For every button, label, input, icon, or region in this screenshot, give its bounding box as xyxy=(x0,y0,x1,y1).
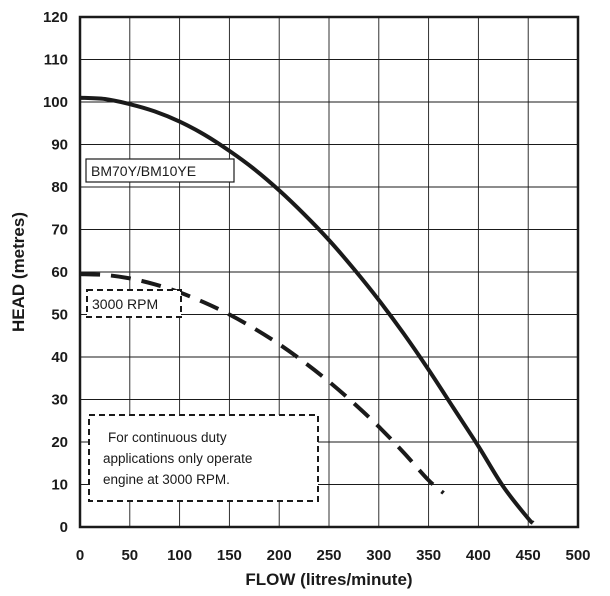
note-line-2: applications only operate xyxy=(103,451,252,466)
series-label-bm70y-text: BM70Y/BM10YE xyxy=(91,163,196,179)
y-tick-label: 60 xyxy=(51,264,68,281)
plot-frame xyxy=(78,15,580,529)
series-line-1 xyxy=(79,95,535,525)
note-box: For continuous duty applications only op… xyxy=(88,414,319,502)
y-tick-label: 120 xyxy=(43,9,68,26)
x-tick-label: 300 xyxy=(366,547,391,564)
y-tick-label: 0 xyxy=(60,519,68,536)
series-label-3000rpm: 3000 RPM xyxy=(86,289,182,318)
series-label-bm70y-box xyxy=(85,158,235,183)
series-layer xyxy=(79,95,535,525)
y-tick-label: 80 xyxy=(51,179,68,196)
x-axis-title: FLOW (litres/minute) xyxy=(245,570,412,589)
y-tick-labels: 0 10 20 30 40 50 60 70 80 90 100 110 120 xyxy=(43,9,68,536)
x-tick-label: 50 xyxy=(121,547,138,564)
y-tick-label: 10 xyxy=(51,477,68,494)
grid-lines xyxy=(80,17,578,527)
x-tick-label: 0 xyxy=(76,547,84,564)
y-axis-title: HEAD (metres) xyxy=(9,212,28,332)
y-tick-label: 110 xyxy=(44,52,68,69)
y-tick-label: 90 xyxy=(51,137,68,154)
note-box-frame xyxy=(88,414,319,502)
y-tick-label: 20 xyxy=(51,434,68,451)
y-tick-label: 100 xyxy=(43,94,68,111)
note-line-3: engine at 3000 RPM. xyxy=(103,472,230,487)
y-tick-label: 50 xyxy=(51,307,68,324)
x-tick-label: 150 xyxy=(217,547,242,564)
y-tick-label: 30 xyxy=(51,392,68,409)
series-line-2 xyxy=(79,272,445,495)
x-tick-label: 200 xyxy=(267,547,292,564)
note-line-1: For continuous duty xyxy=(108,430,227,445)
y-tick-label: 40 xyxy=(51,349,68,366)
x-tick-label: 100 xyxy=(167,547,192,564)
x-tick-label: 400 xyxy=(466,547,491,564)
x-tick-label: 350 xyxy=(416,547,441,564)
x-tick-label: 250 xyxy=(316,547,341,564)
x-tick-labels: 0 50 100 150 200 250 300 350 400 450 500 xyxy=(76,547,591,564)
x-tick-label: 450 xyxy=(516,547,541,564)
series-label-3000rpm-box xyxy=(86,289,182,318)
y-tick-label: 70 xyxy=(51,222,68,239)
series-label-3000rpm-text: 3000 RPM xyxy=(92,296,158,312)
series-label-bm70y: BM70Y/BM10YE xyxy=(85,158,235,183)
x-tick-label: 500 xyxy=(565,547,590,564)
